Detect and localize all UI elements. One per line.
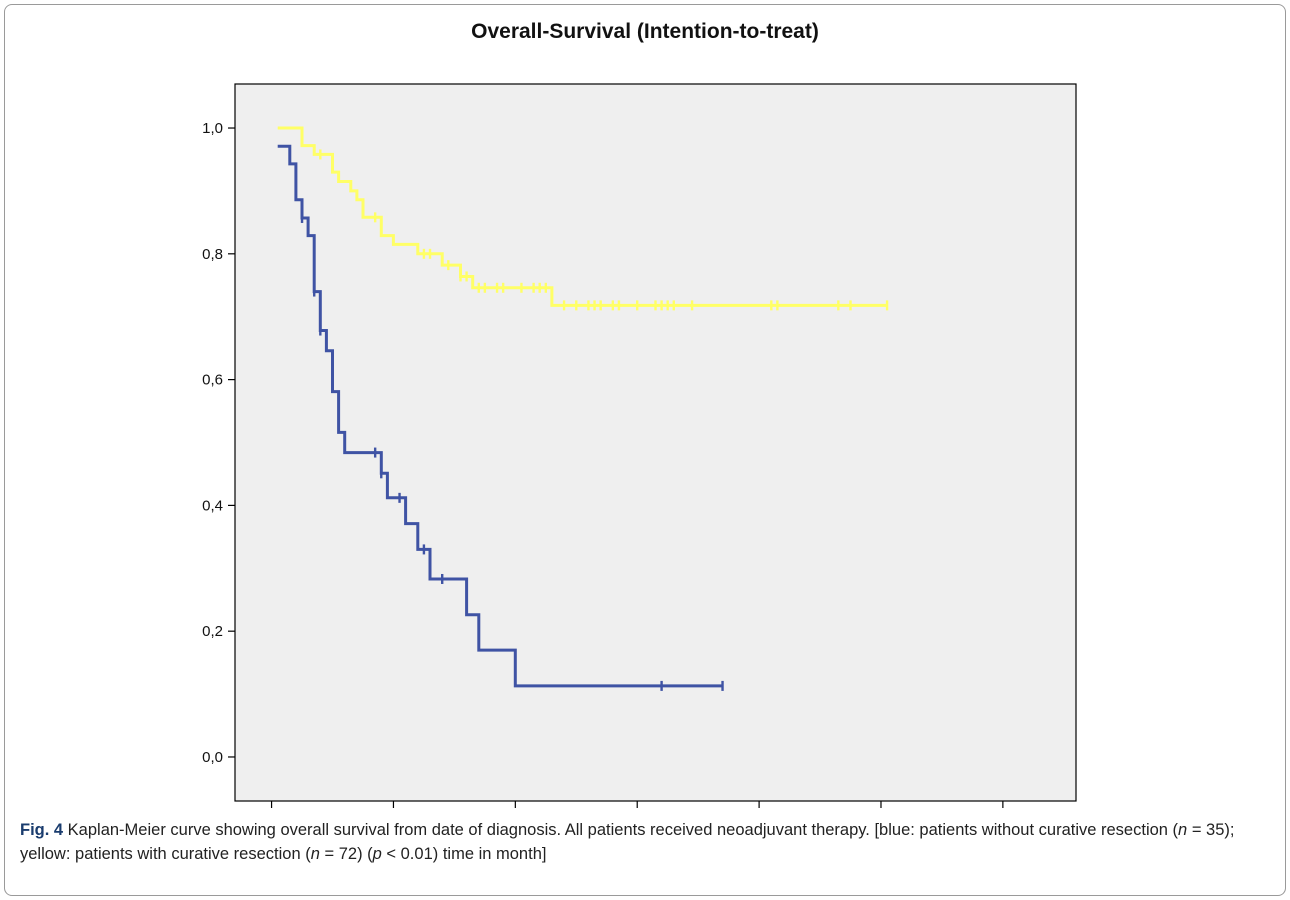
y-tick-label: 1,0 [202,120,223,137]
km-chart: 0,0 0,2 0,4 0,6 0,8 1,0 0 20 40 60 80 100 120 [202,83,1077,815]
y-tick-label: 0,2 [202,623,223,640]
caption-text: Kaplan-Meier curve showing overall survi… [63,821,1179,839]
caption-text: < 0.01) time in month] [381,845,547,863]
p-symbol: p [372,845,382,863]
x-tick-label: 120 [990,813,1015,815]
caption-text: = 35); yellow: patients with curative re… [20,821,1235,863]
x-axis: 0 20 40 60 80 100 120 [267,801,1015,815]
x-tick-label: 0 [267,813,275,815]
y-tick-label: 0,4 [202,497,223,514]
series-1 [277,126,889,311]
x-tick-label: 60 [629,813,646,815]
n-symbol: n [1178,821,1188,839]
n-symbol: n [310,845,320,863]
y-tick-label: 0,6 [202,372,223,389]
y-tick-label: 0,0 [202,749,223,766]
x-tick-label: 20 [385,813,402,815]
caption-text: = 72) ( [319,845,373,863]
figure-label: Fig. 4 [20,821,64,839]
y-axis: 0,0 0,2 0,4 0,6 0,8 1,0 [202,120,235,766]
survival-curve [277,126,888,307]
series-layer [277,126,889,691]
figure-caption: Fig. 4 Kaplan-Meier curve showing overal… [20,818,1270,866]
chart-title: Overall-Survival (Intention-to-treat) [471,20,819,43]
plot-area [234,83,1077,802]
x-tick-label: 100 [868,813,893,815]
x-tick-label: 80 [751,813,768,815]
x-tick-label: 40 [507,813,524,815]
y-tick-label: 0,8 [202,246,223,263]
series-2 [277,144,724,691]
